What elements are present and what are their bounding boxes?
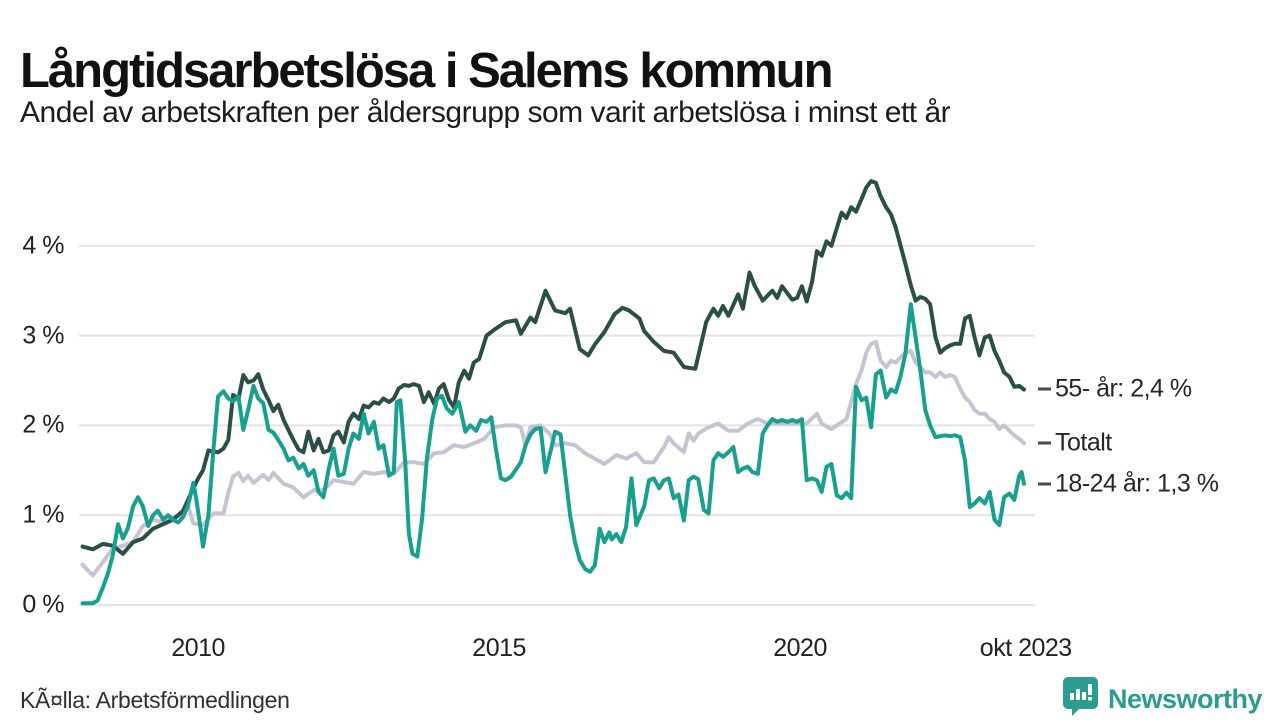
legend-entry-stotal: Totalt — [1038, 429, 1112, 458]
y-tick-label: 0 % — [22, 590, 64, 619]
legend-dash — [1038, 387, 1051, 391]
y-tick-label: 3 % — [22, 321, 64, 350]
page-subtitle: Andel av arbetskraften per åldersgrupp s… — [20, 96, 951, 129]
x-tick-label: okt 2023 — [979, 634, 1072, 662]
y-tick-label: 2 % — [22, 410, 64, 439]
y-tick-label: 1 % — [22, 500, 64, 529]
legend-dash — [1038, 441, 1051, 445]
y-tick-label: 4 % — [22, 231, 64, 260]
x-tick-label: 2020 — [773, 634, 827, 662]
legend-label: 55- år: 2,4 % — [1055, 374, 1192, 403]
legend-label: Totalt — [1055, 428, 1112, 457]
legend-dash — [1038, 482, 1051, 486]
series-line-s1824 — [80, 302, 1026, 606]
series-line-s55 — [80, 179, 1026, 556]
legend-entry-s1824: 18-24 år: 1,3 % — [1038, 469, 1219, 498]
legend-entry-s55: 55- år: 2,4 % — [1038, 375, 1192, 404]
legend-label: 18-24 år: 1,3 % — [1055, 469, 1219, 498]
newsworthy-wordmark: Newsworthy — [1107, 683, 1263, 714]
x-tick-label: 2015 — [472, 634, 526, 662]
source-caption: KÃ¤lla: Arbetsförmedlingen — [20, 687, 290, 713]
page-title: Långtidsarbetslösa i Salems kommun — [20, 43, 834, 98]
series-line-stotal — [80, 339, 1026, 578]
x-tick-label: 2010 — [171, 634, 225, 662]
newsworthy-icon — [1062, 676, 1099, 722]
newsworthy-logo[interactable]: Newsworthy — [1062, 676, 1263, 722]
